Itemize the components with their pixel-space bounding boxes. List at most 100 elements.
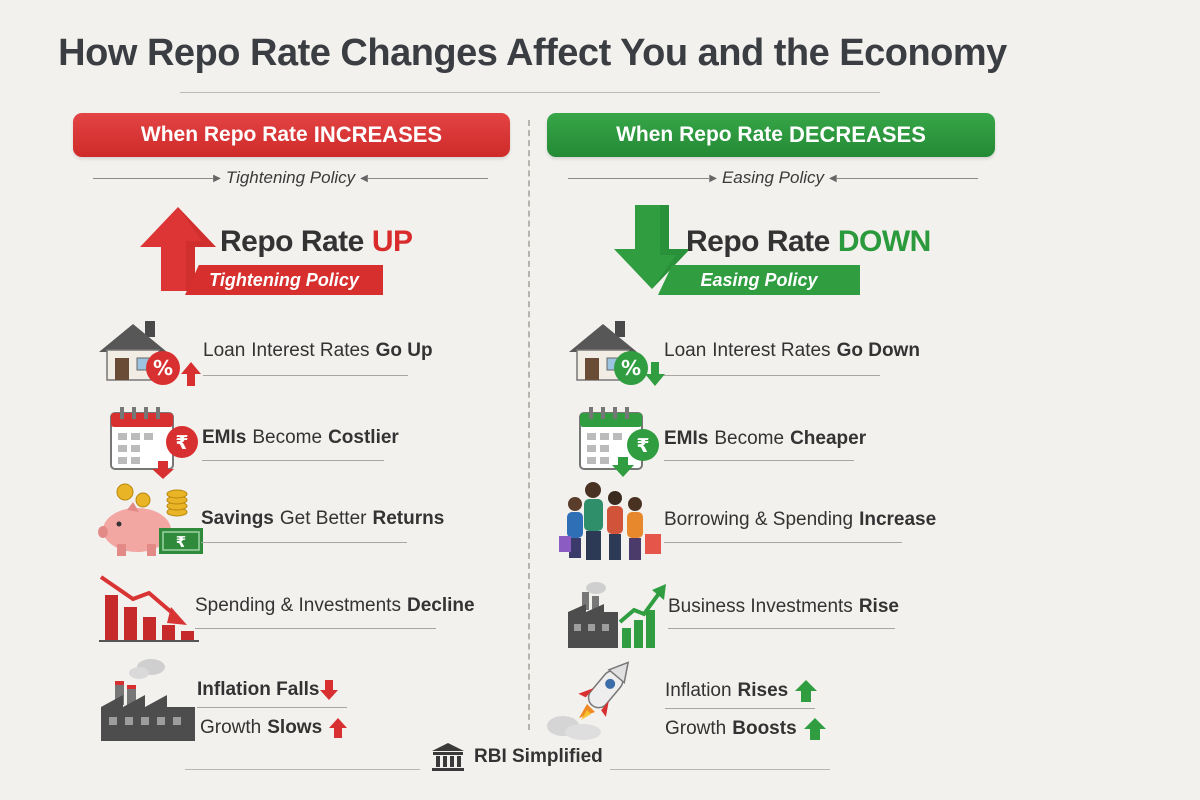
text-part-bold: Go Up — [375, 340, 433, 361]
text-part: Loan — [664, 340, 707, 361]
svg-text:₹: ₹ — [176, 533, 186, 551]
text-part: Interest Rates — [712, 340, 831, 361]
text-part-bold: Slows — [267, 717, 323, 738]
text-part-bold: Go Down — [836, 340, 920, 361]
arrow-up-icon — [140, 207, 216, 291]
heading-prefix: Repo Rate — [220, 225, 364, 258]
heading-strong: DOWN — [837, 225, 931, 258]
text-part-bold: Inflation Falls — [197, 679, 320, 700]
policy-line — [836, 177, 978, 179]
heading-strong: UP — [371, 225, 413, 258]
bank-building-icon — [432, 743, 464, 771]
item-divider — [664, 460, 854, 461]
arrow-left-icon: ◀ — [829, 172, 837, 184]
item-divider — [195, 628, 436, 629]
text-part-bold: Costlier — [328, 427, 399, 448]
right-item-1-text: Loan Interest Rates Go Down — [664, 340, 920, 362]
easing-policy-label: Easing Policy — [721, 168, 825, 187]
decrease-banner-strong: DECREASES — [788, 122, 926, 147]
arrow-right-icon: ▶ — [213, 172, 221, 184]
text-part: Become — [714, 428, 785, 449]
text-part: Loan — [203, 340, 246, 361]
easing-policy-row: ▶ Easing Policy ◀ — [568, 167, 978, 189]
right-item-2-text: EMIs Become Cheaper — [664, 428, 866, 450]
text-part-bold: Increase — [859, 509, 937, 530]
title-divider — [180, 92, 880, 93]
arrow-left-icon: ◀ — [360, 172, 368, 184]
factory-growth-icon — [568, 582, 666, 648]
text-part-bold: Cheaper — [790, 428, 867, 449]
column-divider — [528, 120, 530, 730]
arrow-up-small-icon — [803, 718, 826, 740]
heading-prefix: Repo Rate — [686, 225, 830, 258]
text-part-bold: Decline — [406, 595, 475, 616]
item-divider — [203, 375, 408, 376]
text-part: Growth — [200, 717, 262, 738]
footer-divider — [185, 769, 420, 770]
tightening-policy-row: ▶ Tightening Policy ◀ — [93, 167, 488, 189]
left-item-1-text: Loan Interest Rates Go Up — [203, 340, 433, 362]
increase-banner: When Repo Rate INCREASES — [73, 113, 510, 157]
right-item-3-text: Borrowing & Spending Increase — [664, 509, 936, 531]
left-item-4-text: Spending & Investments Decline — [195, 595, 475, 617]
policy-line — [568, 177, 710, 179]
text-part-bold: Boosts — [732, 718, 797, 739]
increase-banner-prefix: When Repo Rate — [140, 123, 308, 146]
page-title: How Repo Rate Changes Affect You and the… — [58, 32, 1007, 74]
svg-text:%: % — [621, 356, 641, 380]
svg-text:₹: ₹ — [636, 435, 649, 457]
svg-text:%: % — [153, 356, 173, 380]
arrow-up-small-icon — [329, 718, 348, 738]
tightening-policy-label: Tightening Policy — [225, 168, 356, 187]
declining-bars-icon — [99, 575, 199, 642]
piggy-bank-coins-icon: ₹ — [98, 483, 203, 556]
text-part: Interest Rates — [251, 340, 370, 361]
text-part-bold: Rises — [737, 680, 789, 701]
calendar-rupee-down-icon: ₹ — [579, 407, 659, 477]
footer-label: RBI Simplified — [474, 746, 603, 767]
footer-brand: RBI Simplified — [430, 742, 603, 772]
text-part-bold: Rise — [858, 596, 899, 617]
item-divider — [202, 460, 384, 461]
text-part: Get Better — [279, 508, 367, 529]
right-item-4-text: Business Investments Rise — [668, 596, 899, 618]
left-item-5-text: Inflation Falls — [197, 679, 339, 701]
arrow-right-icon: ▶ — [709, 172, 717, 184]
tightening-ribbon: Tightening Policy — [185, 265, 383, 295]
repo-rate-up-heading: Repo Rate UP — [220, 225, 413, 259]
text-part: Inflation — [665, 680, 732, 701]
house-percent-down-icon: % — [569, 321, 665, 386]
text-part-bold: Returns — [372, 508, 445, 529]
policy-line — [367, 177, 488, 179]
factory-icon — [101, 659, 195, 741]
right-item-5-text: Inflation Rises — [665, 679, 818, 703]
arrow-up-small-icon — [795, 680, 818, 702]
text-part: Business Investments — [668, 596, 853, 617]
item-divider — [664, 542, 902, 543]
increase-banner-strong: INCREASES — [313, 122, 443, 147]
text-part: Growth — [665, 718, 727, 739]
footer-divider — [610, 769, 830, 770]
text-part: Spending & Investments — [195, 595, 401, 616]
item-divider — [665, 708, 815, 709]
left-item-2-text: EMIs Become Costlier — [202, 427, 399, 449]
text-part-bold: EMIs — [202, 427, 247, 448]
svg-text:₹: ₹ — [175, 432, 188, 454]
text-part-bold: Savings — [201, 508, 274, 529]
item-divider — [664, 375, 880, 376]
rocket-icon — [547, 661, 630, 740]
calendar-rupee-down-icon: ₹ — [110, 407, 198, 479]
arrow-down-small-icon — [320, 680, 339, 700]
item-divider — [668, 628, 895, 629]
text-part: Borrowing & Spending — [664, 509, 854, 530]
item-divider — [201, 542, 407, 543]
easing-ribbon: Easing Policy — [658, 265, 860, 295]
decrease-banner-prefix: When Repo Rate — [616, 123, 783, 146]
shopping-people-icon — [559, 482, 661, 560]
decrease-banner: When Repo Rate DECREASES — [547, 113, 995, 157]
right-item-6-text: Growth Boosts — [665, 717, 827, 741]
text-part: Become — [252, 427, 323, 448]
text-part-bold: EMIs — [664, 428, 709, 449]
house-percent-up-icon: % — [99, 321, 201, 386]
left-item-6-text: Growth Slows — [200, 717, 348, 739]
